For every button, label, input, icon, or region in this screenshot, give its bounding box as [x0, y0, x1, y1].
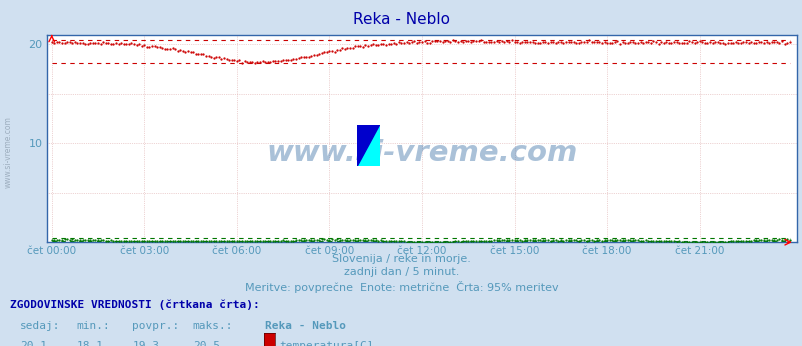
Text: zadnji dan / 5 minut.: zadnji dan / 5 minut. — [343, 267, 459, 277]
Text: Meritve: povprečne  Enote: metrične  Črta: 95% meritev: Meritve: povprečne Enote: metrične Črta:… — [245, 281, 557, 293]
Text: www.si-vreme.com: www.si-vreme.com — [266, 139, 577, 167]
Text: min.:: min.: — [76, 321, 110, 331]
Text: 20,1: 20,1 — [20, 341, 47, 346]
Text: 20,5: 20,5 — [192, 341, 220, 346]
Text: Slovenija / reke in morje.: Slovenija / reke in morje. — [332, 254, 470, 264]
Text: 18,1: 18,1 — [76, 341, 103, 346]
Polygon shape — [357, 125, 379, 166]
Text: sedaj:: sedaj: — [20, 321, 60, 331]
Text: maks.:: maks.: — [192, 321, 233, 331]
Text: temperatura[C]: temperatura[C] — [279, 341, 374, 346]
Text: Reka - Neblo: Reka - Neblo — [353, 12, 449, 27]
Polygon shape — [357, 125, 379, 166]
Text: www.si-vreme.com: www.si-vreme.com — [3, 116, 12, 188]
Text: Reka - Neblo: Reka - Neblo — [265, 321, 346, 331]
Text: povpr.:: povpr.: — [132, 321, 180, 331]
Text: 19,3: 19,3 — [132, 341, 160, 346]
Text: ZGODOVINSKE VREDNOSTI (črtkana črta):: ZGODOVINSKE VREDNOSTI (črtkana črta): — [10, 299, 259, 310]
